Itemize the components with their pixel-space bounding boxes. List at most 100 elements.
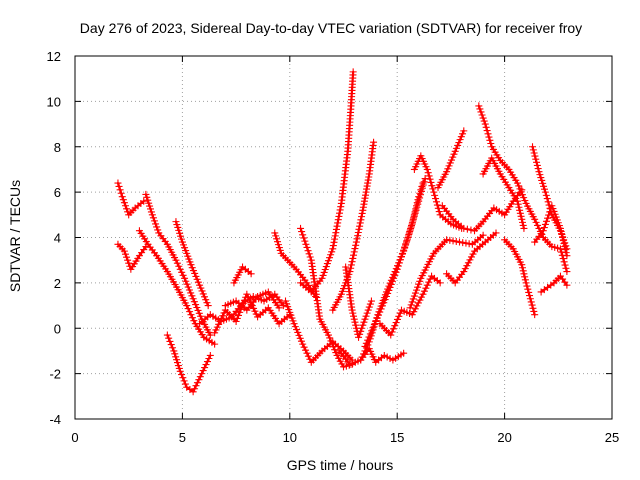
data-point-marker — [303, 349, 311, 357]
data-point-marker — [123, 253, 131, 261]
data-point-marker — [422, 284, 430, 292]
x-tick-label: 10 — [283, 430, 297, 445]
data-point-marker — [518, 261, 526, 269]
data-point-marker — [557, 227, 565, 235]
data-point-marker — [486, 136, 494, 144]
data-point-marker — [348, 258, 356, 266]
data-point-marker — [358, 213, 366, 221]
data-point-marker — [409, 215, 417, 223]
data-point-marker — [433, 201, 441, 209]
data-point-marker — [347, 261, 355, 269]
data-point-marker — [233, 314, 241, 322]
data-point-marker — [423, 165, 431, 173]
data-point-marker — [429, 185, 437, 193]
data-point-marker — [517, 188, 525, 196]
y-tick-label: -4 — [49, 412, 61, 427]
data-point-marker — [455, 238, 463, 246]
data-point-marker — [181, 380, 189, 388]
data-point-marker — [449, 237, 457, 245]
data-point-marker — [197, 284, 205, 292]
data-point-marker — [406, 227, 414, 235]
data-point-marker — [123, 205, 131, 213]
data-point-marker — [414, 283, 422, 291]
data-point-marker — [320, 268, 328, 276]
data-point-marker — [273, 235, 281, 243]
y-tick-label: 4 — [54, 231, 61, 246]
data-point-marker — [237, 305, 245, 313]
data-point-marker — [380, 299, 388, 307]
data-point-marker — [178, 268, 186, 276]
data-point-marker — [336, 209, 344, 217]
data-point-marker — [415, 197, 423, 205]
data-point-marker — [466, 256, 474, 264]
data-point-marker — [397, 253, 405, 261]
data-point-marker — [384, 289, 392, 297]
data-point-marker — [407, 301, 415, 309]
data-point-marker — [177, 235, 185, 243]
data-point-marker — [118, 193, 126, 201]
data-point-marker — [176, 265, 184, 273]
series-arc-5 — [163, 331, 214, 396]
data-point-marker — [419, 290, 427, 298]
data-point-marker — [411, 289, 419, 297]
data-point-marker — [350, 312, 358, 320]
data-point-marker — [331, 235, 339, 243]
data-point-marker — [533, 161, 541, 169]
data-point-marker — [146, 202, 154, 210]
data-point-marker — [446, 159, 454, 167]
data-point-marker — [408, 298, 416, 306]
data-point-marker — [526, 295, 534, 303]
series-arc-31 — [531, 202, 571, 260]
data-point-marker — [181, 274, 189, 282]
data-point-marker — [349, 254, 357, 262]
data-point-marker — [350, 248, 358, 256]
x-tick-label: 5 — [179, 430, 186, 445]
data-point-marker — [483, 127, 491, 135]
data-point-marker — [389, 325, 397, 333]
data-point-marker — [357, 216, 365, 224]
data-point-marker — [367, 297, 375, 305]
data-point-marker — [357, 356, 365, 364]
data-point-marker — [195, 309, 203, 317]
data-point-marker — [195, 376, 203, 384]
data-point-marker — [356, 219, 364, 227]
series-arc-14 — [297, 224, 356, 371]
data-point-marker — [419, 181, 427, 189]
data-point-marker — [410, 212, 418, 220]
series-arc-23 — [434, 127, 468, 192]
data-point-marker — [148, 211, 156, 219]
y-tick-label: 12 — [47, 49, 61, 64]
data-point-marker — [377, 305, 385, 313]
data-point-marker — [306, 253, 314, 261]
data-point-marker — [395, 312, 403, 320]
data-point-marker — [563, 281, 571, 289]
data-point-marker — [234, 311, 242, 319]
data-point-marker — [364, 306, 372, 314]
data-point-marker — [432, 198, 440, 206]
data-point-marker — [198, 287, 206, 295]
data-point-marker — [561, 246, 569, 254]
data-point-marker — [351, 245, 359, 253]
data-point-marker — [529, 146, 537, 154]
data-point-marker — [525, 288, 533, 296]
y-tick-label: 10 — [47, 94, 61, 109]
data-point-marker — [480, 117, 488, 125]
data-point-marker — [334, 216, 342, 224]
data-point-marker — [358, 324, 366, 332]
data-point-marker — [186, 308, 194, 316]
data-point-marker — [142, 190, 150, 198]
data-point-marker — [328, 340, 336, 348]
data-point-marker — [197, 312, 205, 320]
data-point-marker — [404, 234, 412, 241]
data-point-marker — [408, 221, 416, 229]
data-point-marker — [361, 342, 369, 350]
data-point-marker — [411, 209, 419, 217]
data-point-marker — [188, 314, 196, 322]
data-point-marker — [359, 321, 367, 329]
data-point-marker — [119, 196, 127, 204]
data-point-marker — [146, 205, 154, 213]
data-point-marker — [513, 179, 521, 187]
data-point-marker — [175, 364, 183, 372]
series-trace — [166, 333, 212, 393]
data-point-marker — [479, 114, 487, 122]
